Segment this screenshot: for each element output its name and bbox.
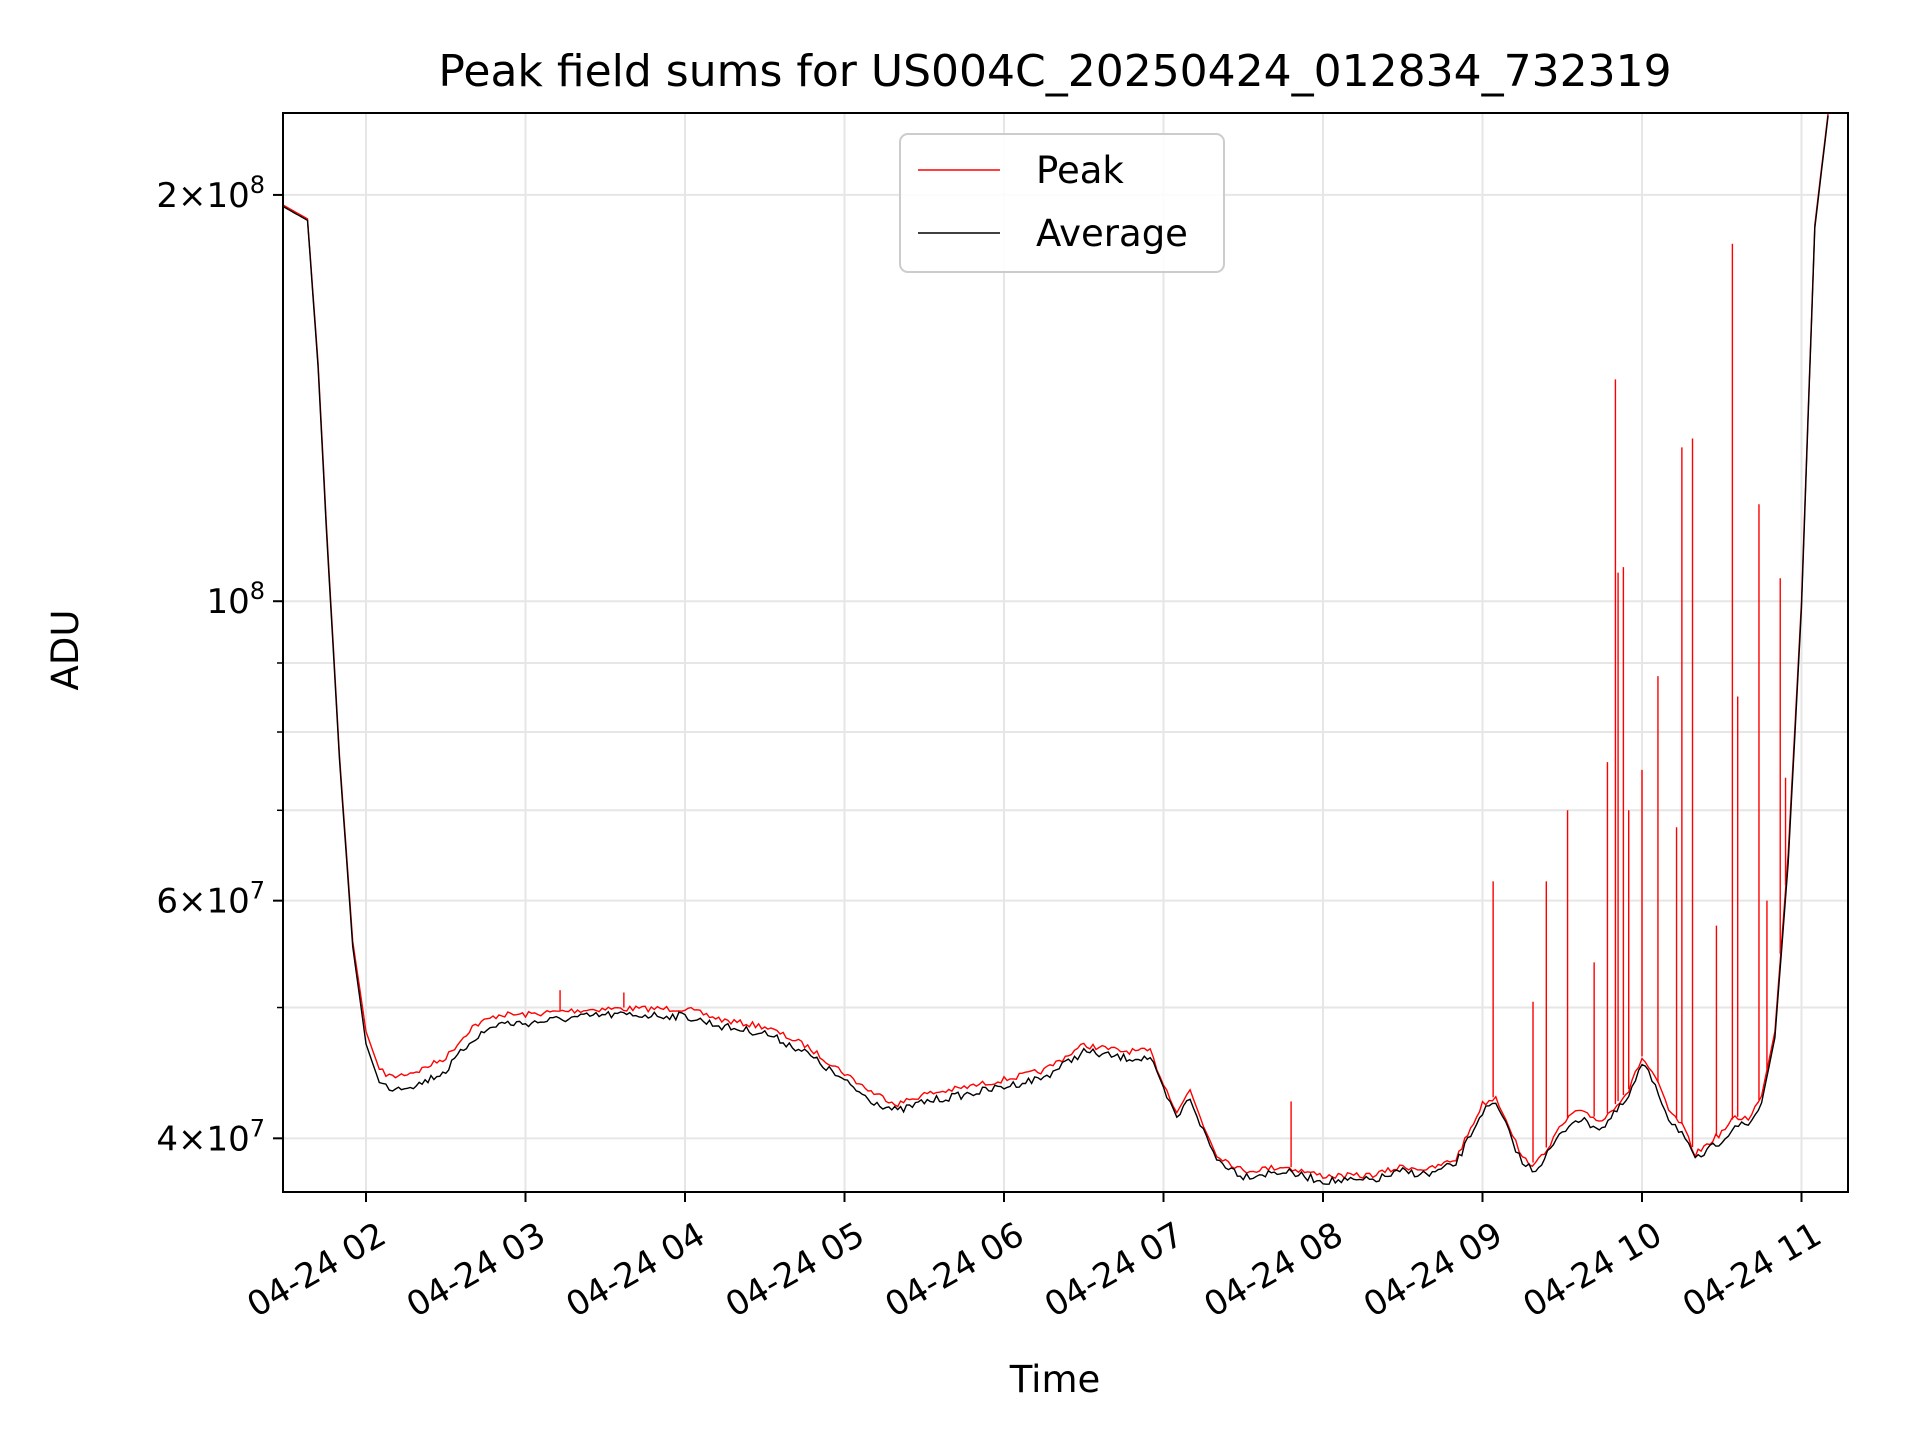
legend-label-peak: Peak <box>1036 149 1124 192</box>
y-axis-ticks: 4×107 6×107 108 2×108 <box>156 171 283 1159</box>
y-tick-label: 108 <box>206 577 265 622</box>
y-tick-label: 6×107 <box>156 877 265 922</box>
average-series <box>283 115 1829 1185</box>
peak-line <box>283 113 1829 1180</box>
y-tick-label: 4×107 <box>156 1114 265 1159</box>
x-axis-label: Time <box>1009 1358 1101 1401</box>
legend: Peak Average <box>899 133 1225 273</box>
plot-frame <box>282 112 1849 1193</box>
peak-series <box>283 113 1829 1180</box>
legend-box <box>899 133 1225 273</box>
chart-title: Peak field sums for US004C_20250424_0128… <box>438 46 1671 97</box>
legend-label-average: Average <box>1036 212 1188 255</box>
y-tick-label: 2×108 <box>156 171 265 216</box>
average-line <box>283 115 1829 1185</box>
y-axis-label: ADU <box>44 610 87 691</box>
